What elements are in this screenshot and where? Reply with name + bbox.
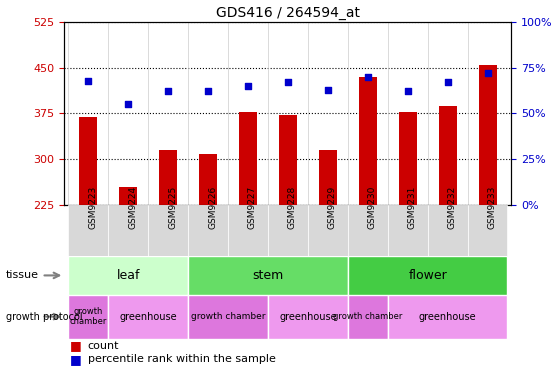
Bar — [308, 205, 348, 256]
Bar — [319, 150, 337, 205]
Text: growth chamber: growth chamber — [191, 312, 265, 321]
Text: GSM9227: GSM9227 — [248, 186, 257, 229]
Bar — [108, 205, 148, 256]
Bar — [359, 77, 377, 205]
Point — [323, 87, 332, 93]
Text: GSM9229: GSM9229 — [328, 186, 337, 229]
Bar — [399, 112, 416, 205]
Text: greenhouse: greenhouse — [419, 311, 476, 322]
Point — [164, 89, 173, 94]
Bar — [108, 295, 188, 339]
Text: count: count — [88, 341, 119, 351]
Text: growth
chamber: growth chamber — [69, 307, 107, 326]
Point — [84, 78, 93, 83]
Bar — [268, 295, 348, 339]
Bar — [467, 205, 508, 256]
Text: GSM9233: GSM9233 — [487, 186, 496, 229]
Text: GSM9231: GSM9231 — [408, 186, 416, 229]
Bar — [79, 116, 97, 205]
Point — [363, 74, 372, 80]
Text: flower: flower — [408, 269, 447, 282]
Text: GSM9225: GSM9225 — [168, 186, 177, 229]
Bar — [119, 187, 137, 205]
Point — [443, 79, 452, 85]
Text: growth protocol: growth protocol — [6, 311, 82, 322]
Bar — [348, 205, 388, 256]
Bar — [279, 115, 297, 205]
Text: leaf: leaf — [116, 269, 140, 282]
Bar — [148, 205, 188, 256]
Text: ■: ■ — [70, 339, 82, 352]
Text: GSM9223: GSM9223 — [88, 186, 97, 229]
Point — [203, 89, 212, 94]
Text: GSM9226: GSM9226 — [208, 186, 217, 229]
Text: GSM9230: GSM9230 — [368, 186, 377, 229]
Bar — [159, 150, 177, 205]
Text: greenhouse: greenhouse — [119, 311, 177, 322]
Bar — [239, 112, 257, 205]
Bar — [479, 65, 496, 205]
Title: GDS416 / 264594_at: GDS416 / 264594_at — [216, 5, 360, 19]
Bar — [388, 205, 428, 256]
Point — [283, 79, 292, 85]
Bar — [188, 295, 268, 339]
Bar — [188, 256, 348, 295]
Text: percentile rank within the sample: percentile rank within the sample — [88, 354, 276, 365]
Bar — [199, 154, 217, 205]
Point — [403, 89, 412, 94]
Bar — [348, 295, 388, 339]
Bar — [428, 205, 467, 256]
Text: GSM9224: GSM9224 — [128, 186, 137, 229]
Text: tissue: tissue — [6, 270, 39, 280]
Bar — [268, 205, 308, 256]
Bar — [228, 205, 268, 256]
Text: greenhouse: greenhouse — [279, 311, 337, 322]
Bar — [68, 256, 188, 295]
Bar — [388, 295, 508, 339]
Bar — [68, 205, 108, 256]
Text: ■: ■ — [70, 353, 82, 366]
Text: growth chamber: growth chamber — [333, 312, 402, 321]
Bar — [188, 205, 228, 256]
Text: stem: stem — [252, 269, 283, 282]
Text: GSM9228: GSM9228 — [288, 186, 297, 229]
Bar — [68, 295, 108, 339]
Point — [124, 101, 132, 107]
Point — [483, 70, 492, 76]
Bar — [439, 105, 457, 205]
Bar — [348, 256, 508, 295]
Point — [244, 83, 253, 89]
Text: GSM9232: GSM9232 — [448, 186, 457, 229]
